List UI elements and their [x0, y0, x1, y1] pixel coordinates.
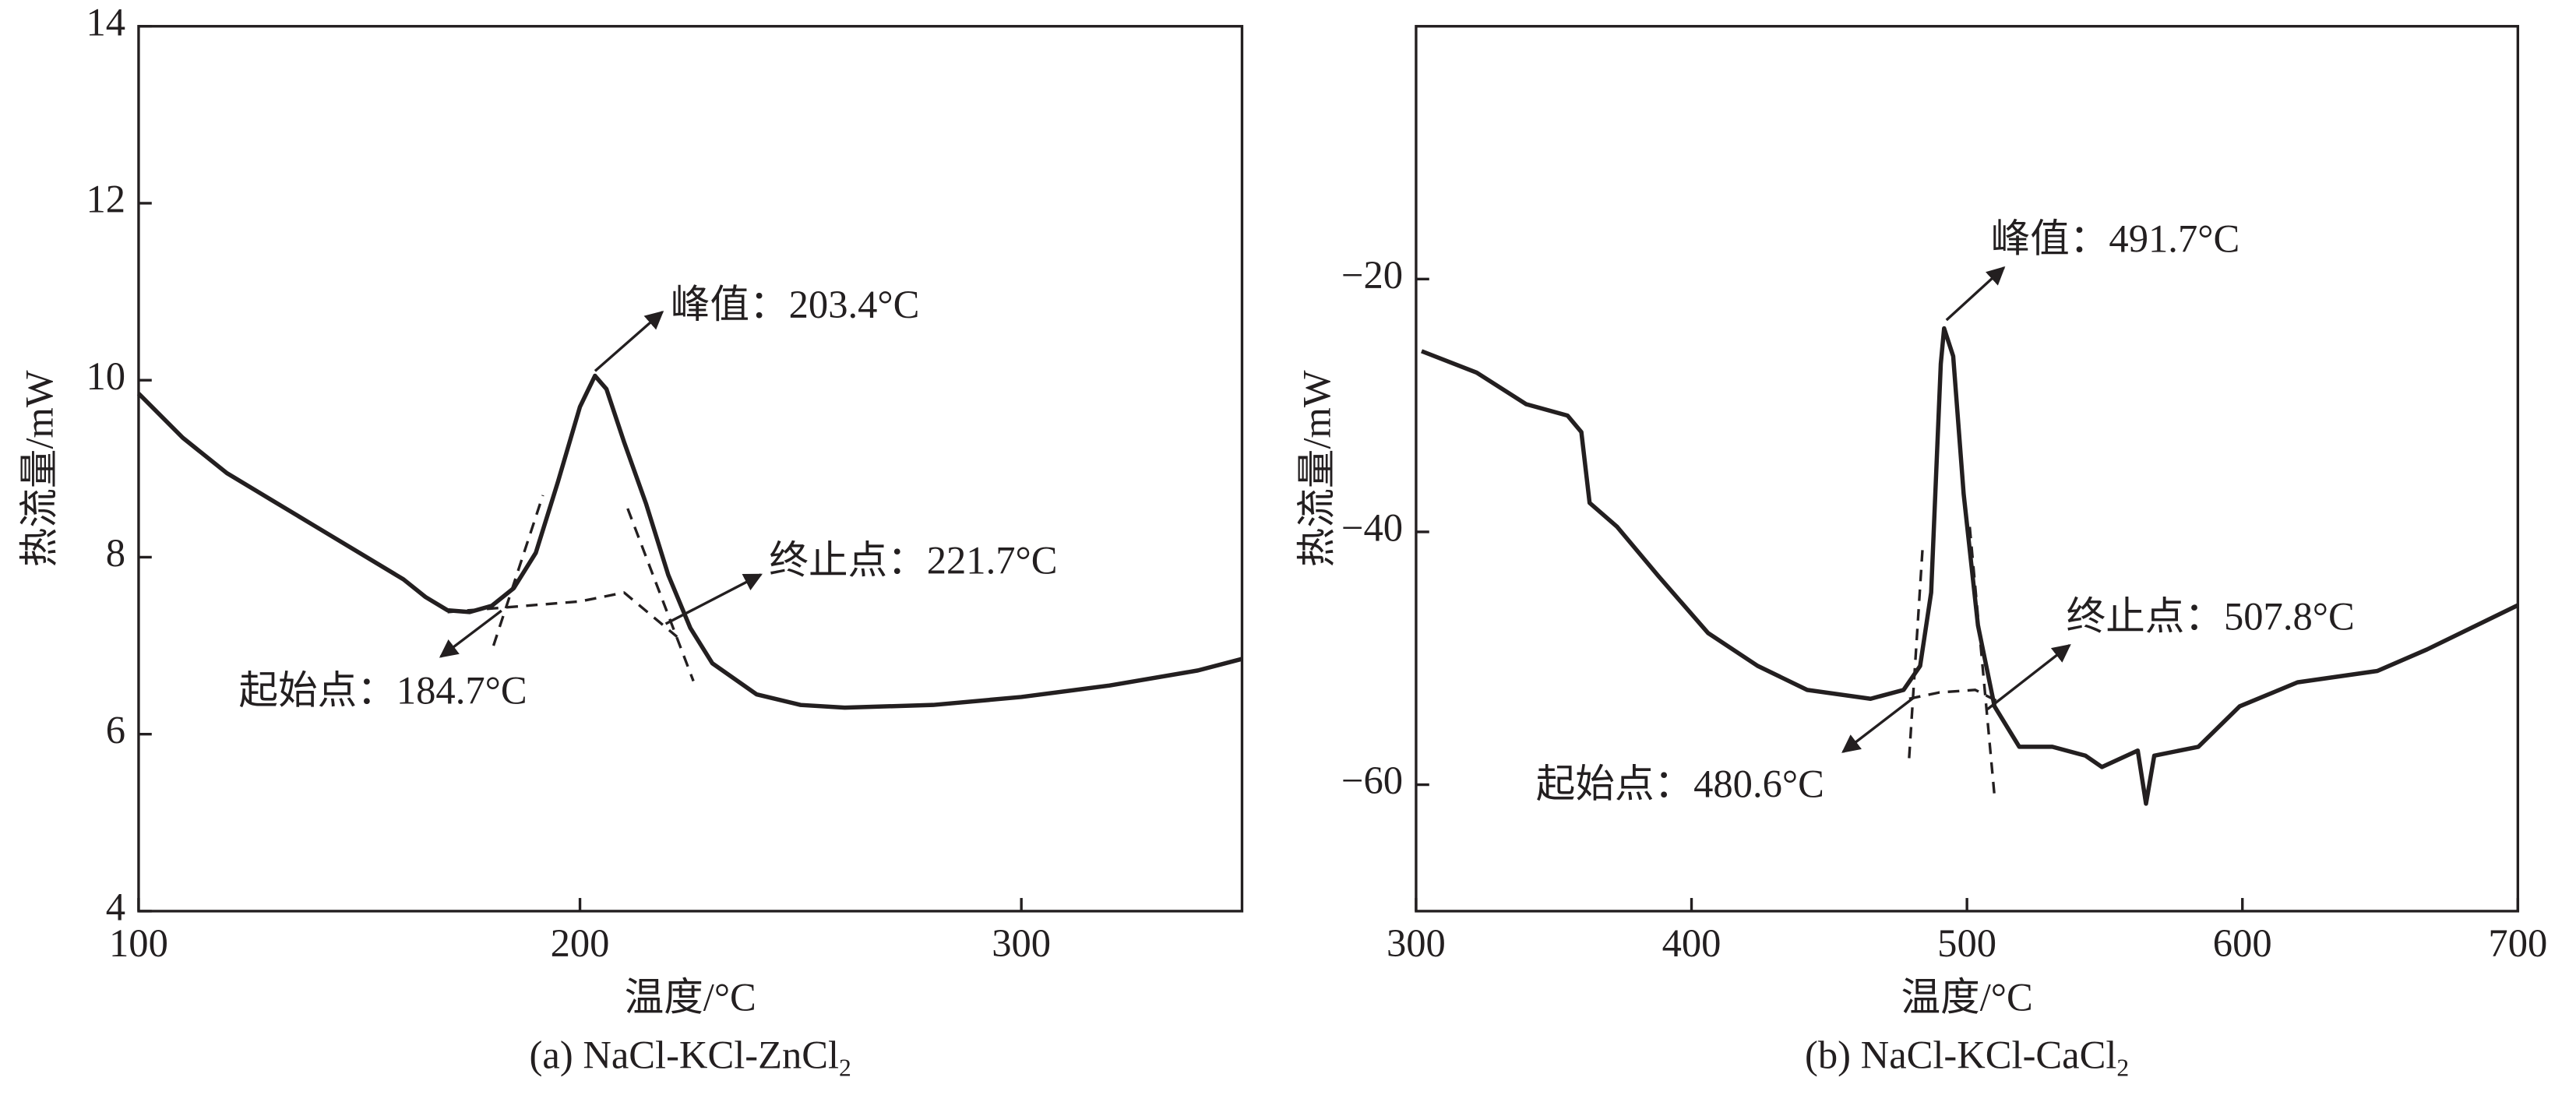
annotation-arrow — [439, 609, 502, 658]
panel: 300 400 500 600 700 −20 −40 −60 温度/°C 热流量/mW (b) N… — [1295, 25, 2547, 1082]
annotation-arrow — [594, 310, 664, 372]
tangent-line — [1968, 526, 1996, 797]
y-tick-label: −20 — [1341, 253, 1403, 297]
annotation: 起始点：184.7°C — [239, 668, 527, 712]
x-tick-label: 300 — [1387, 921, 1446, 965]
annotation-arrow — [1945, 266, 2006, 322]
annotation: 终止点：221.7°C — [769, 539, 1057, 583]
y-tick-label: 6 — [106, 708, 125, 752]
y-tick-label: 4 — [106, 886, 125, 929]
x-axis-label: 温度/°C — [1901, 975, 2033, 1019]
x-tick-label: 100 — [109, 921, 168, 965]
tangent-line — [1908, 543, 1925, 759]
x-axis-label: 温度/°C — [625, 975, 756, 1019]
plot-frame — [137, 25, 1244, 913]
y-tick-label: −40 — [1341, 506, 1403, 550]
x-tick-label: 700 — [2488, 921, 2547, 965]
panel: 100 200 300 4 6 8 10 12 14 温度/°C 热流量/mW (a) NaCl-KC… — [17, 0, 1244, 1082]
y-tick-label: 14 — [86, 0, 125, 44]
caption-main: (a) NaCl-KCl-ZnCl — [530, 1033, 840, 1076]
caption: (b) NaCl-KCl-CaCl2 — [1805, 1033, 2129, 1081]
tangent-line — [492, 495, 544, 646]
caption-subscript: 2 — [2116, 1055, 2129, 1082]
tangent-line — [447, 591, 678, 638]
caption-main: (b) NaCl-KCl-CaCl — [1805, 1033, 2116, 1076]
y-axis-label: 热流量/mW — [17, 370, 61, 567]
y-axis-label: 热流量/mW — [1295, 370, 1338, 567]
x-tick-label: 500 — [1937, 921, 1996, 965]
tangent-line — [1908, 688, 2001, 704]
y-tick-label: −60 — [1341, 759, 1403, 802]
heat-flow-line — [1421, 326, 2519, 806]
y-tick-label: 10 — [86, 354, 125, 398]
annotation: 起始点：480.6°C — [1536, 762, 1824, 805]
annotation: 峰值：203.4°C — [671, 283, 920, 326]
heat-flow-line — [136, 373, 1243, 710]
tangent-line — [626, 508, 695, 682]
annotation-arrow — [1841, 696, 1915, 753]
x-tick-label: 400 — [1662, 921, 1721, 965]
y-tick-label: 8 — [106, 531, 125, 575]
annotation-arrow — [1986, 643, 2071, 710]
x-tick-label: 600 — [2213, 921, 2272, 965]
annotation: 峰值：491.7°C — [1991, 217, 2240, 261]
caption-subscript: 2 — [839, 1055, 851, 1082]
y-tick-label: 12 — [86, 178, 125, 221]
caption: (a) NaCl-KCl-ZnCl2 — [530, 1033, 851, 1081]
x-tick-label: 200 — [551, 921, 610, 965]
x-tick-label: 300 — [992, 921, 1051, 965]
annotation: 终止点：507.8°C — [2067, 594, 2355, 638]
annotation-arrow — [664, 573, 763, 625]
